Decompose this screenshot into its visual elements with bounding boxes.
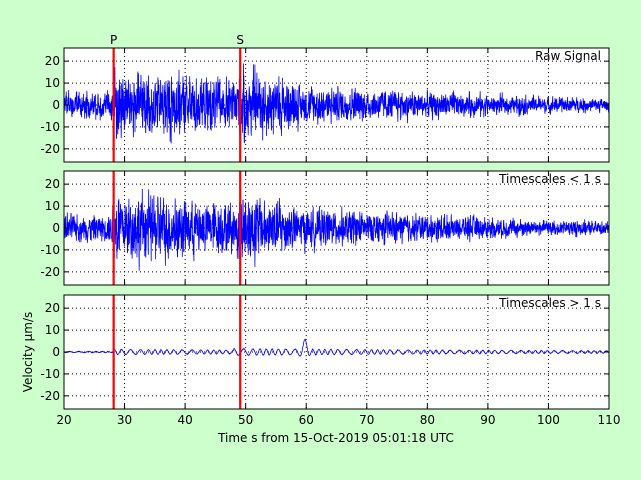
y-tick-label: 0: [52, 345, 60, 359]
x-tick-label: 100: [537, 413, 560, 427]
y-tick-label: 20: [45, 177, 60, 191]
x-tick-label: 90: [480, 413, 495, 427]
y-tick-label: -20: [40, 265, 60, 279]
x-tick-label: 30: [117, 413, 132, 427]
x-axis: 20 30 40 50 60 70 80 90 100 110 Time s from 15-Oc…: [56, 413, 620, 445]
seismic-trace: [63, 63, 610, 144]
panel-1: P S Raw Signal -20 -10 0 10 20: [40, 33, 610, 163]
y-tick-label: 10: [45, 76, 60, 90]
y-tick-label: -10: [40, 120, 60, 134]
pick-label: S: [236, 33, 244, 47]
x-tick-label: 70: [359, 413, 374, 427]
y-tick-label: -10: [40, 243, 60, 257]
y-tick-label: 10: [45, 323, 60, 337]
pick-label: P: [110, 33, 117, 47]
panels: P S Raw Signal -20 -10 0 10 20 Timescales < 1 s -…: [21, 33, 610, 410]
panel-label: Timescales < 1 s: [498, 172, 601, 186]
y-axis-label: Velocity μm/s: [21, 312, 35, 393]
panel-label: Raw Signal: [535, 49, 601, 63]
panel-label: Timescales > 1 s: [498, 296, 601, 310]
y-tick-label: 20: [45, 54, 60, 68]
grid: [64, 295, 609, 409]
x-tick-label: 80: [420, 413, 435, 427]
x-tick-label: 50: [238, 413, 253, 427]
y-tick-label: 0: [52, 221, 60, 235]
x-axis-label: Time s from 15-Oct-2019 05:01:18 UTC: [217, 431, 454, 445]
panel-2: Timescales < 1 s -20 -10 0 10 20: [40, 170, 610, 286]
y-tick-label: -10: [40, 367, 60, 381]
y-tick-label: -20: [40, 389, 60, 403]
x-tick-label: 60: [299, 413, 314, 427]
y-tick-label: 20: [45, 301, 60, 315]
x-tick-label: 40: [177, 413, 192, 427]
x-tick-labels: 20 30 40 50 60 70 80 90 100 110: [56, 413, 620, 427]
y-tick-label: 0: [52, 98, 60, 112]
y-tick-label: -20: [40, 142, 60, 156]
x-tick-label: 20: [56, 413, 71, 427]
x-tick-label: 110: [598, 413, 621, 427]
y-tick-label: 10: [45, 199, 60, 213]
seismic-trace: [63, 338, 609, 357]
seismic-trace: [63, 188, 610, 271]
panel-3: Timescales > 1 s -20 -10 0 10 20 Velocity μm/s: [21, 294, 610, 410]
